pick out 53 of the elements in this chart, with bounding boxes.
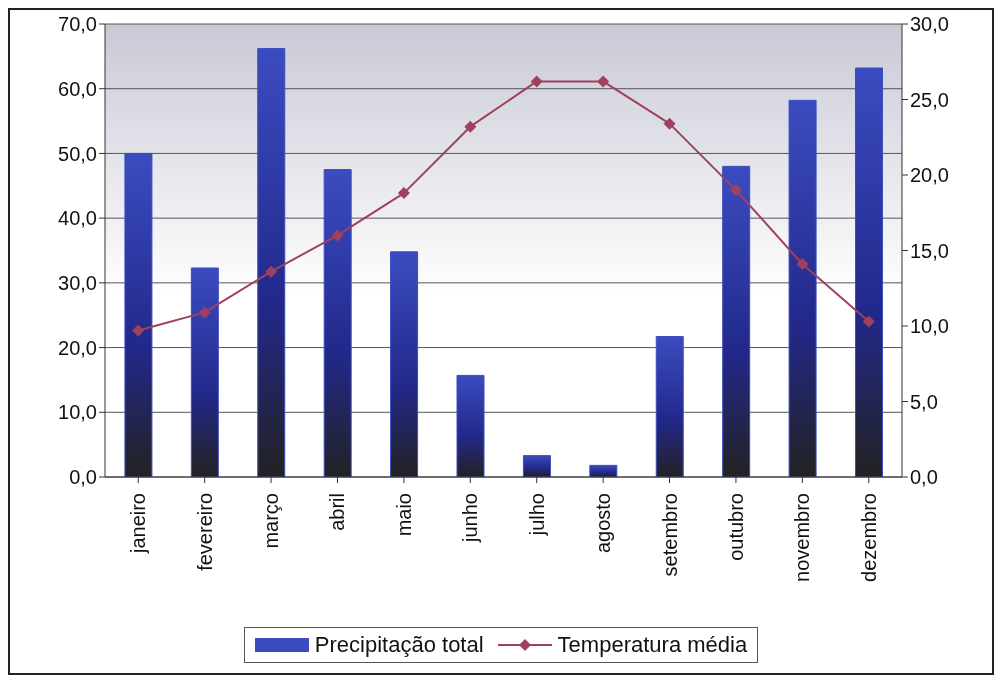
- point: [530, 75, 543, 88]
- x-tick-label: maio: [392, 493, 415, 537]
- point: [265, 265, 278, 278]
- point: [331, 229, 344, 242]
- x-tick-label: agosto: [592, 493, 615, 554]
- bar: [655, 336, 684, 477]
- bar: [722, 165, 751, 477]
- point: [464, 120, 477, 133]
- point: [729, 184, 742, 197]
- y2-tick-label: 10,0: [910, 315, 949, 338]
- y-tick-label: 60,0: [58, 77, 97, 100]
- legend-label: Temperatura média: [557, 632, 748, 658]
- y-tick-label: 50,0: [58, 142, 97, 165]
- y2-tick-label: 15,0: [910, 239, 949, 262]
- bar: [855, 67, 884, 477]
- y-tick-label: 20,0: [58, 336, 97, 359]
- y-tick-label: 0,0: [69, 466, 97, 489]
- bar: [190, 267, 219, 477]
- y-tick-label: 70,0: [58, 13, 97, 36]
- bar: [390, 251, 419, 477]
- point: [397, 187, 410, 200]
- x-tick-label: novembro: [791, 493, 814, 582]
- point: [198, 306, 211, 319]
- point: [663, 117, 676, 130]
- point: [597, 75, 610, 88]
- y-tick-label: 40,0: [58, 207, 97, 230]
- x-tick-label: janeiro: [127, 493, 150, 555]
- point: [132, 324, 145, 337]
- point: [862, 315, 875, 328]
- y2-tick-label: 20,0: [910, 164, 949, 187]
- bar: [589, 464, 618, 477]
- bar: [522, 455, 551, 477]
- point: [796, 258, 809, 271]
- bar: [257, 48, 286, 477]
- bar: [124, 152, 153, 477]
- y2-tick-label: 0,0: [910, 466, 938, 489]
- x-tick-label: março: [260, 493, 283, 549]
- bar: [788, 99, 817, 477]
- x-tick-label: julho: [525, 493, 548, 537]
- y2-tick-label: 25,0: [910, 88, 949, 111]
- y2-tick-label: 5,0: [910, 390, 938, 413]
- x-tick-label: setembro: [658, 493, 681, 577]
- y2-tick-label: 30,0: [910, 13, 949, 36]
- bar: [456, 374, 485, 477]
- y-tick-label: 30,0: [58, 271, 97, 294]
- x-tick-label: fevereiro: [193, 493, 216, 571]
- x-tick-label: outubro: [724, 493, 747, 561]
- bar: [323, 169, 352, 477]
- x-tick-label: dezembro: [857, 493, 880, 582]
- legend-label: Precipitação total: [314, 632, 484, 658]
- x-tick-label: junho: [459, 493, 482, 543]
- y-tick-label: 10,0: [58, 401, 97, 424]
- x-tick-label: abril: [326, 493, 349, 531]
